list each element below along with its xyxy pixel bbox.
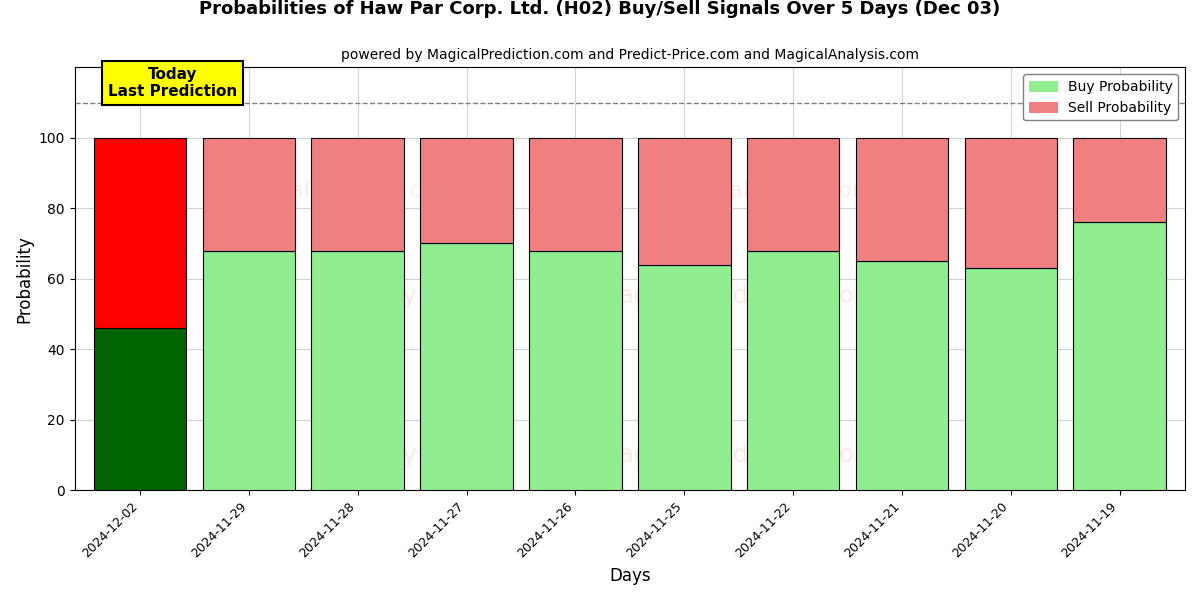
X-axis label: Days: Days	[610, 567, 650, 585]
Text: MagicalPrediction.com: MagicalPrediction.com	[598, 284, 880, 308]
Bar	[94, 328, 186, 490]
Y-axis label: Probability: Probability	[16, 235, 34, 323]
Bar	[746, 251, 839, 490]
Bar	[856, 138, 948, 261]
Bar	[420, 244, 512, 490]
Bar	[856, 261, 948, 490]
Text: Probabilities of Haw Par Corp. Ltd. (H02) Buy/Sell Signals Over 5 Days (Dec 03): Probabilities of Haw Par Corp. Ltd. (H02…	[199, 0, 1001, 18]
Bar	[203, 138, 295, 251]
Text: calAnalysis.com: calAnalysis.com	[312, 443, 512, 467]
Bar	[312, 251, 404, 490]
Bar	[94, 138, 186, 328]
Bar	[529, 138, 622, 251]
Bar	[965, 268, 1057, 490]
Bar	[420, 138, 512, 244]
Text: calAnalysis.com: calAnalysis.com	[312, 284, 512, 308]
Bar	[965, 138, 1057, 268]
Text: MagicallPrediction.com: MagicallPrediction.com	[665, 181, 922, 200]
Text: calAnalysis.co: calAnalysis.co	[280, 181, 436, 200]
Bar	[746, 138, 839, 251]
Text: Today
Last Prediction: Today Last Prediction	[108, 67, 238, 99]
Bar	[638, 138, 731, 265]
Text: MagicalPrediction.com: MagicalPrediction.com	[598, 443, 880, 467]
Bar	[312, 138, 404, 251]
Bar	[529, 251, 622, 490]
Bar	[203, 251, 295, 490]
Title: powered by MagicalPrediction.com and Predict-Price.com and MagicalAnalysis.com: powered by MagicalPrediction.com and Pre…	[341, 48, 919, 62]
Bar	[638, 265, 731, 490]
Bar	[1074, 138, 1166, 223]
Legend: Buy Probability, Sell Probability: Buy Probability, Sell Probability	[1024, 74, 1178, 121]
Bar	[1074, 223, 1166, 490]
